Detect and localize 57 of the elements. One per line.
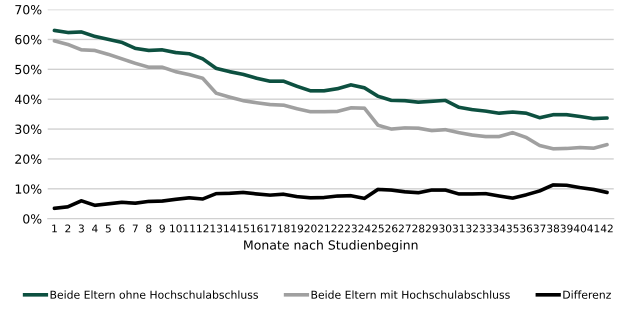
x-tick-label: 1 (52, 224, 57, 232)
legend-label: Differenz (563, 290, 611, 299)
x-tick-label: 37 (534, 224, 546, 232)
x-tick-label: 3 (78, 224, 84, 232)
line-series (52, 183, 609, 210)
x-tick-label: 19 (291, 224, 303, 232)
x-tick-label: 22 (332, 224, 344, 232)
y-tick-label: 10% (16, 184, 42, 194)
x-tick-label: 16 (251, 224, 263, 232)
line-series (52, 28, 609, 120)
y-tick-label: 20% (15, 154, 42, 164)
x-tick-label: 8 (146, 224, 152, 232)
x-tick-label: 21 (318, 224, 330, 232)
y-tick-label: 0% (23, 214, 42, 224)
x-tick-label: 38 (547, 224, 560, 232)
x-tick-label: 24 (358, 224, 371, 232)
x-tick-label: 39 (560, 224, 573, 232)
x-tick-label: 36 (520, 224, 532, 232)
x-tick-label: 6 (119, 224, 125, 232)
x-tick-label: 7 (132, 224, 138, 232)
x-tick-label: 4 (92, 224, 98, 232)
x-tick-label: 25 (372, 224, 384, 232)
x-tick-label: 20 (304, 224, 317, 232)
x-tick-label: 40 (574, 224, 586, 232)
x-tick-label: 28 (412, 224, 424, 232)
legend-label: Beide Eltern ohne Hochschulabschluss (50, 290, 258, 299)
y-tick-label: 50% (15, 64, 42, 74)
line-series (52, 39, 609, 151)
y-tick-label: 30% (15, 124, 42, 134)
x-tick-label: 18 (278, 224, 290, 232)
x-tick-label: 42 (600, 224, 613, 232)
y-tick-label: 70% (15, 4, 42, 14)
x-tick-label: 35 (506, 224, 518, 232)
x-tick-label: 29 (426, 224, 438, 232)
x-tick-label: 10 (170, 224, 182, 232)
x-tick-label: 30 (439, 224, 452, 232)
y-tick-label: 60% (15, 34, 42, 44)
x-tick-label: 23 (344, 224, 357, 232)
x-tick-label: 27 (398, 224, 411, 232)
y-tick-label: 40% (14, 94, 42, 104)
x-tick-label: 15 (238, 224, 249, 232)
x-tick-label: 26 (385, 224, 398, 232)
x-tick-label: 13 (210, 224, 222, 232)
x-tick-label: 34 (493, 224, 506, 232)
x-tick-label: 17 (264, 224, 276, 232)
x-axis-title: Monate nach Studienbeginn (244, 240, 418, 252)
x-tick-label: 11 (184, 224, 195, 232)
x-tick-label: 2 (65, 224, 70, 232)
x-tick-label: 31 (452, 224, 464, 232)
x-tick-label: 9 (160, 224, 165, 232)
legend-label: Beide Eltern mit Hochschulabschluss (312, 290, 510, 299)
x-tick-label: 14 (224, 224, 236, 232)
x-tick-label: 32 (466, 224, 478, 232)
x-tick-label: 33 (480, 224, 492, 232)
x-tick-label: 12 (197, 224, 208, 232)
x-tick-label: 5 (106, 224, 111, 232)
x-tick-label: 41 (587, 224, 600, 232)
